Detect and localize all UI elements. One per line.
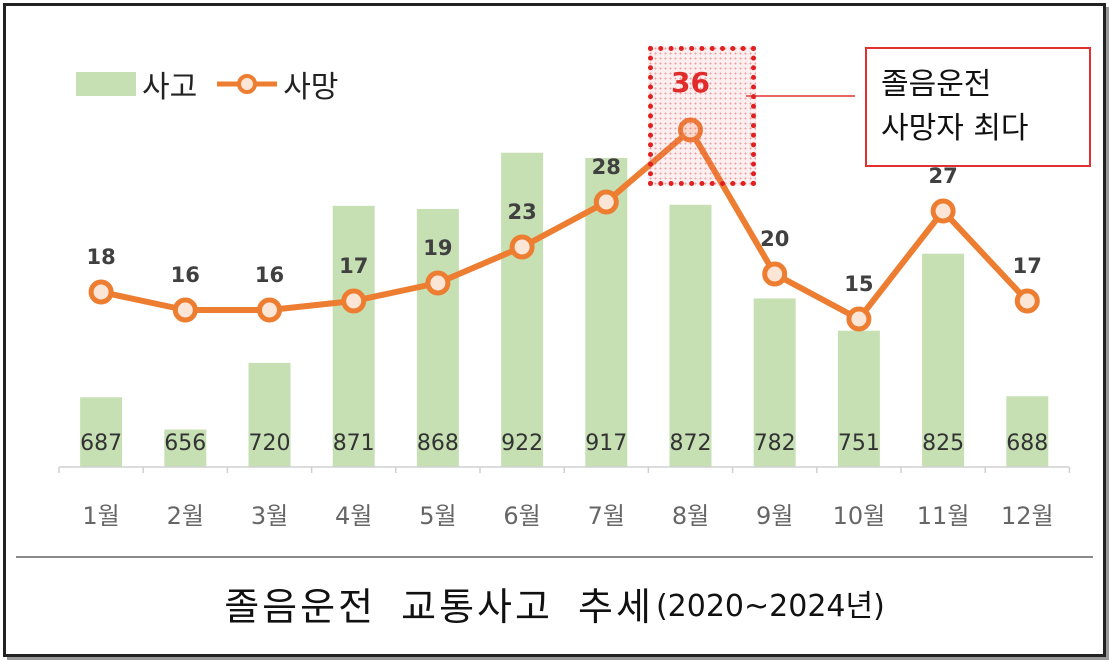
legend-line-swatch [217,74,278,94]
callout-line-1: 졸음운전 [881,67,992,102]
x-tick-label: 2월 [167,502,204,530]
death-value-label: 17 [339,254,368,278]
death-point-6월 [509,234,535,260]
death-point-4월 [341,288,367,314]
bar-value-label: 871 [333,431,375,456]
death-point-5월 [425,270,451,296]
x-tick-label: 10월 [833,502,886,530]
bar-value-label: 687 [80,431,122,456]
bar-2월 [164,429,207,467]
bar-value-label: 868 [417,431,459,456]
death-value-label: 20 [760,227,789,251]
bar-value-label: 688 [1006,431,1048,456]
bar-12월 [1006,396,1049,467]
death-value-label: 28 [592,155,621,179]
death-value-label: 19 [423,236,452,260]
x-tick-label: 7월 [588,502,625,530]
death-point-10월 [846,306,872,332]
legend-line-label: 사망 [283,70,339,105]
bar-8월 [669,204,712,467]
death-point-8월 [678,117,703,143]
figure-frame: 687 656 720 871 868 922 917 872 782 751 825 688 1월 2… [3,3,1106,657]
death-value-label: 27 [928,164,957,188]
bar-9월 [753,298,796,467]
bar-1월 [80,397,123,467]
callout-line-2: 사망자 최다 [881,111,1029,146]
figure-caption: 졸음운전 교통사고 추세 (2020~2024년) [6,558,1103,648]
death-value-label: 16 [255,263,284,287]
bar-6월 [501,152,544,467]
death-value-label: 16 [171,263,200,287]
death-value-label: 17 [1013,254,1042,278]
death-point-11월 [930,198,956,224]
x-tick-label: 1월 [82,502,119,530]
bar-11월 [922,253,965,467]
x-tick-label: 4월 [335,502,372,530]
bar-value-label: 656 [164,431,206,456]
bar-value-label: 922 [501,431,543,456]
death-point-3월 [257,297,282,323]
caption-title: 졸음운전 교통사고 추세 [224,584,654,629]
death-point-9월 [762,261,788,287]
death-point-12월 [1014,288,1040,314]
chart-area: 687 656 720 871 868 922 917 872 782 751 825 688 1월 2… [16,16,1093,558]
bar-value-label: 825 [922,431,964,456]
x-tick-label: 3월 [251,502,288,530]
death-point-1월 [88,279,114,305]
bar-value-label: 917 [585,431,627,456]
bar-3월 [248,362,291,467]
x-tick-label: 11월 [917,502,970,530]
bar-10월 [837,330,880,467]
bar-value-label: 782 [754,431,796,456]
annotation-callout: 졸음운전 사망자 최다 [865,47,1091,167]
x-tick-label: 9월 [756,502,793,530]
bar-value-label: 720 [249,431,291,456]
death-value-label: 23 [507,200,536,224]
bar-value-label: 751 [838,431,880,456]
caption-period: (2020~2024년) [655,589,885,624]
legend-bar-label: 사고 [142,70,198,105]
legend: 사고 사망 [76,62,338,106]
death-value-label: 15 [844,272,873,296]
x-tick-label: 6월 [503,502,540,530]
bar-4월 [332,205,375,467]
death-series-line [100,127,1030,322]
death-point-2월 [172,297,198,323]
bar-5월 [416,208,459,468]
bar-value-label: 872 [670,431,712,456]
death-point-7월 [593,189,619,215]
death-value-label: 18 [86,245,115,269]
peak-highlight-box [648,46,756,186]
peak-value-label: 36 [671,66,710,99]
x-tick-label: 8월 [672,502,709,530]
x-tick-label: 5월 [419,502,456,530]
combo-chart: 687 656 720 871 868 922 917 872 782 751 825 688 1월 2… [58,66,1071,530]
legend-bar-swatch [76,72,136,96]
x-tick-label: 12월 [1001,502,1054,530]
